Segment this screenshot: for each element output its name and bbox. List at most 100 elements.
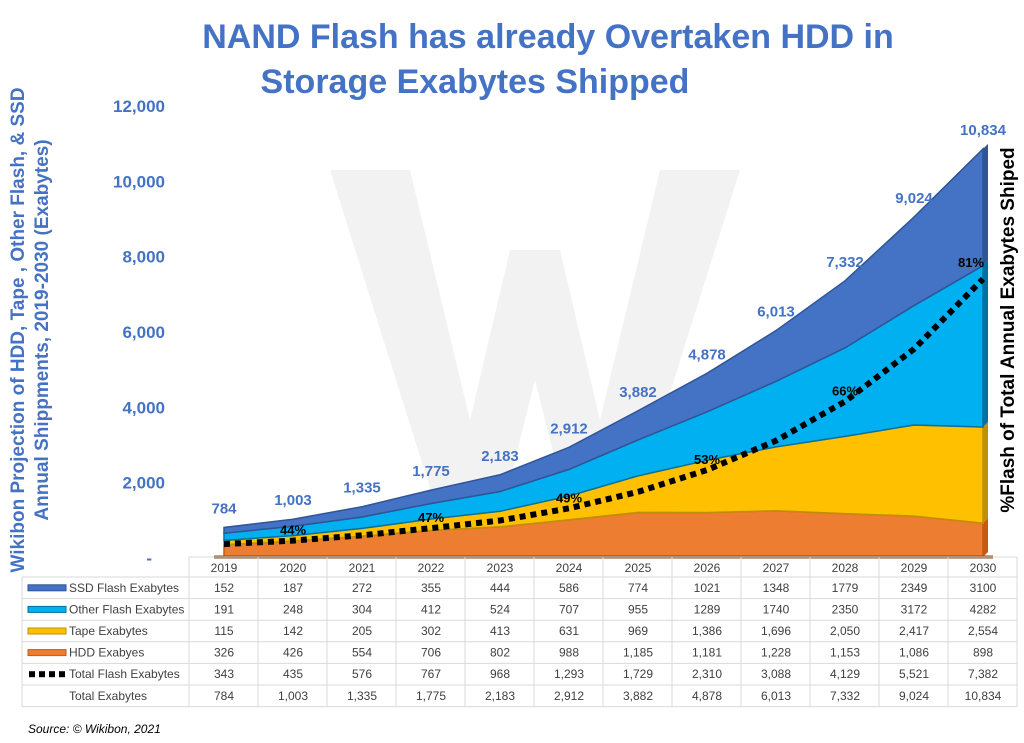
table-cell: 2,417 [899, 624, 929, 638]
total-data-label: 2,183 [481, 448, 519, 465]
table-cell: 7,332 [830, 689, 860, 703]
table-cell: 1,228 [761, 646, 791, 660]
legend-key-dot [59, 671, 65, 678]
table-cell: 412 [421, 602, 441, 616]
area-side [983, 143, 988, 266]
total-data-label: 3,882 [619, 384, 657, 401]
legend-key-tape-exabytes [27, 627, 67, 635]
total-data-label: 784 [211, 500, 237, 517]
legend-key-other-flash-exabytes [27, 605, 67, 613]
table-cell: 1,086 [899, 646, 929, 660]
table-cell: 426 [283, 646, 303, 660]
table-cell: 4282 [970, 602, 997, 616]
area-side [983, 518, 988, 557]
table-cell: 2,050 [830, 624, 860, 638]
table-cell: 1,696 [761, 624, 791, 638]
table-cell: 586 [559, 581, 579, 595]
table-cell: 955 [628, 602, 648, 616]
y2-axis-title: %Flash of Total Annual Exabytes Shiped [998, 147, 1019, 512]
total-data-label: 1,775 [412, 463, 450, 480]
y-tick-label: 10,000 [113, 172, 165, 191]
table-cell: 205 [352, 624, 372, 638]
table-cell: 115 [214, 624, 233, 638]
percent-flash-label: 81% [958, 255, 984, 270]
table-header-year: 2025 [625, 561, 652, 575]
total-data-label: 1,003 [274, 492, 312, 509]
table-cell: 1,335 [347, 689, 377, 703]
total-data-label: 1,335 [343, 480, 381, 497]
y-tick-label: 12,000 [113, 97, 165, 116]
table-header-year: 2022 [418, 561, 445, 575]
table-cell: 3100 [970, 581, 997, 595]
table-cell: 1,003 [278, 689, 308, 703]
y-tick-label: 2,000 [122, 474, 165, 493]
line-total-flash-exabytes [223, 276, 986, 548]
table-cell: 248 [283, 602, 303, 616]
table-cell: 302 [421, 624, 441, 638]
y-axis-title: Wikibon Projection of HDD, Tape , Other … [8, 87, 53, 572]
table-cell: 191 [214, 602, 234, 616]
table-cell: 435 [283, 667, 303, 681]
table-row-label: Tape Exabytes [69, 624, 148, 638]
table-cell: 1,729 [623, 667, 653, 681]
legend-key-dot [49, 671, 55, 678]
table-cell: 6,013 [761, 689, 791, 703]
table-cell: 524 [490, 602, 510, 616]
legend-key-dot [29, 671, 35, 678]
table-cell: 706 [421, 646, 441, 660]
table-header-year: 2028 [832, 561, 859, 575]
total-data-label: 9,024 [895, 190, 933, 207]
table-cell: 631 [559, 624, 579, 638]
table-cell: 774 [628, 581, 648, 595]
table-cell: 5,521 [899, 667, 929, 681]
table-cell: 1,775 [416, 689, 446, 703]
table-cell: 1289 [694, 602, 721, 616]
table-cell: 355 [421, 581, 441, 595]
table-cell: 187 [283, 581, 303, 595]
y-axis-title-line: Annual Shippments, 2019-2030 (Exabytes) [32, 139, 53, 520]
area-side [983, 260, 988, 427]
table-cell: 4,878 [692, 689, 722, 703]
percent-flash-label: 49% [556, 490, 582, 505]
source-note: Source: © Wikibon, 2021 [28, 722, 161, 736]
table-cell: 326 [214, 646, 234, 660]
table-cell: 784 [214, 689, 234, 703]
table-cell: 304 [352, 602, 372, 616]
table-cell: 152 [214, 581, 234, 595]
table-cell: 3172 [901, 602, 928, 616]
table-cell: 10,834 [965, 689, 1002, 703]
percent-flash-label: 66% [832, 383, 858, 398]
legend-key-dot [39, 671, 45, 678]
table-cell: 968 [490, 667, 510, 681]
table-cell: 898 [973, 646, 993, 660]
table-cell: 413 [490, 624, 510, 638]
table-header-year: 2027 [763, 561, 790, 575]
table-cell: 4,129 [830, 667, 860, 681]
table-cell: 444 [490, 581, 510, 595]
table-cell: 1,185 [623, 646, 653, 660]
table-header-year: 2019 [211, 561, 238, 575]
table-cell: 2,912 [554, 689, 584, 703]
table-row-label: Other Flash Exabytes [69, 602, 184, 616]
percent-flash-label: 47% [418, 510, 444, 525]
table-cell: 2,183 [485, 689, 515, 703]
table-cell: 1348 [763, 581, 790, 595]
percent-flash-label: 44% [280, 523, 306, 538]
legend-key-hdd-exabyes [27, 649, 67, 657]
table-row-label: HDD Exabyes [69, 646, 144, 660]
table-cell: 3,882 [623, 689, 653, 703]
total-data-label: 6,013 [757, 304, 795, 321]
table-cell: 1,153 [830, 646, 860, 660]
table-header-year: 2023 [487, 561, 514, 575]
y2-axis-title-text: %Flash of Total Annual Exabytes Shiped [998, 147, 1019, 512]
table-cell: 7,382 [968, 667, 998, 681]
table-cell: 576 [352, 667, 372, 681]
table-header-year: 2030 [970, 561, 997, 575]
table-header-year: 2029 [901, 561, 928, 575]
table-cell: 1,386 [692, 624, 722, 638]
y-tick-label: 4,000 [122, 398, 165, 417]
total-data-label: 4,878 [688, 346, 726, 363]
table-cell: 142 [283, 624, 303, 638]
chart-title-line2: Storage Exabytes Shipped [261, 63, 690, 101]
